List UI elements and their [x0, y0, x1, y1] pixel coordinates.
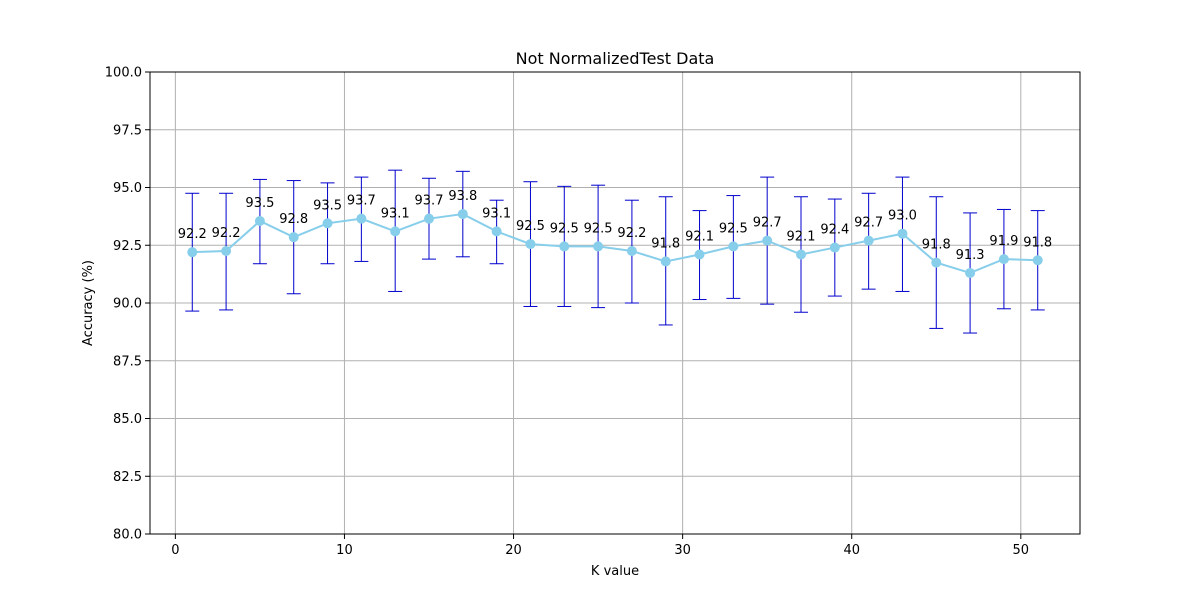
- x-tick-label: 50: [1013, 543, 1030, 558]
- data-label: 92.7: [753, 216, 782, 231]
- data-point: [356, 213, 367, 224]
- y-axis-label: Accuracy (%): [81, 260, 96, 346]
- data-label: 92.1: [685, 229, 714, 244]
- data-labels: 92.2 92.2 93.5 92.8 93.5 93.7 93.1 93.7 93.8 93.1…: [178, 189, 1052, 263]
- data-point: [931, 257, 942, 268]
- data-label: 91.3: [956, 248, 985, 263]
- data-label: 92.2: [617, 226, 646, 241]
- data-label: 92.5: [719, 221, 748, 236]
- data-point: [390, 226, 401, 237]
- x-tick-label: 10: [336, 543, 353, 558]
- data-point: [1032, 255, 1043, 266]
- data-label: 93.0: [888, 209, 917, 224]
- data-label: 92.5: [584, 221, 613, 236]
- data-point: [660, 256, 671, 267]
- data-label: 92.1: [787, 229, 816, 244]
- data-point: [559, 241, 570, 252]
- chart-title: Not NormalizedTest Data: [516, 49, 715, 68]
- data-label: 93.1: [482, 206, 511, 221]
- x-axis-label: K value: [591, 564, 639, 579]
- data-label: 93.5: [313, 198, 342, 213]
- grid: [150, 71, 1080, 535]
- data-point: [626, 246, 637, 257]
- data-point: [457, 209, 468, 220]
- y-tick-label: 82.5: [113, 470, 142, 485]
- accuracy-line: [192, 213, 1038, 275]
- data-point: [187, 247, 198, 258]
- y-tick-label: 90.0: [113, 297, 142, 312]
- y-tick-label: 87.5: [113, 354, 142, 369]
- data-point: [694, 249, 705, 260]
- y-tick-label: 100.0: [105, 66, 142, 81]
- data-label: 91.8: [922, 238, 951, 253]
- y-tick-label: 92.5: [113, 239, 142, 254]
- data-label: 92.2: [212, 226, 241, 241]
- data-label: 93.7: [347, 194, 376, 209]
- data-point: [525, 239, 536, 250]
- data-point: [728, 241, 739, 252]
- data-label: 91.8: [1023, 235, 1052, 250]
- data-point: [288, 232, 299, 243]
- data-point: [491, 226, 502, 237]
- data-point: [593, 241, 604, 252]
- data-point: [762, 235, 773, 246]
- data-label: 92.4: [820, 223, 849, 238]
- x-axis-ticks: 0 10 20 30 40 50: [171, 534, 1029, 558]
- data-label: 91.8: [651, 236, 680, 251]
- data-label: 92.8: [279, 212, 308, 227]
- data-label: 93.7: [415, 194, 444, 209]
- data-point: [322, 218, 333, 229]
- y-tick-label: 97.5: [113, 123, 142, 138]
- y-tick-label: 80.0: [113, 528, 142, 543]
- data-point: [863, 235, 874, 246]
- x-tick-label: 30: [674, 543, 691, 558]
- x-tick-label: 40: [843, 543, 860, 558]
- data-points: [187, 209, 1043, 278]
- data-label: 91.9: [989, 234, 1018, 249]
- data-point: [998, 254, 1009, 265]
- x-tick-label: 0: [171, 543, 179, 558]
- data-label: 92.2: [178, 227, 207, 242]
- data-point: [254, 215, 265, 226]
- x-tick-label: 20: [505, 543, 522, 558]
- data-label: 92.5: [516, 219, 545, 234]
- data-label: 92.7: [854, 216, 883, 231]
- data-label: 93.1: [381, 206, 410, 221]
- data-point: [897, 228, 908, 239]
- data-point: [965, 267, 976, 278]
- accuracy-series: [192, 213, 1038, 275]
- data-label: 93.5: [245, 196, 274, 211]
- data-point: [796, 249, 806, 260]
- data-point: [424, 213, 434, 224]
- y-tick-label: 95.0: [113, 181, 142, 196]
- y-axis-ticks: 80.0 82.5 85.0 87.5 90.0 92.5 95.0 97.5 100.0: [105, 66, 150, 543]
- y-tick-label: 85.0: [113, 412, 142, 427]
- data-label: 92.5: [550, 221, 579, 236]
- data-point: [221, 246, 232, 257]
- data-label: 93.8: [448, 189, 477, 204]
- data-point: [829, 242, 840, 253]
